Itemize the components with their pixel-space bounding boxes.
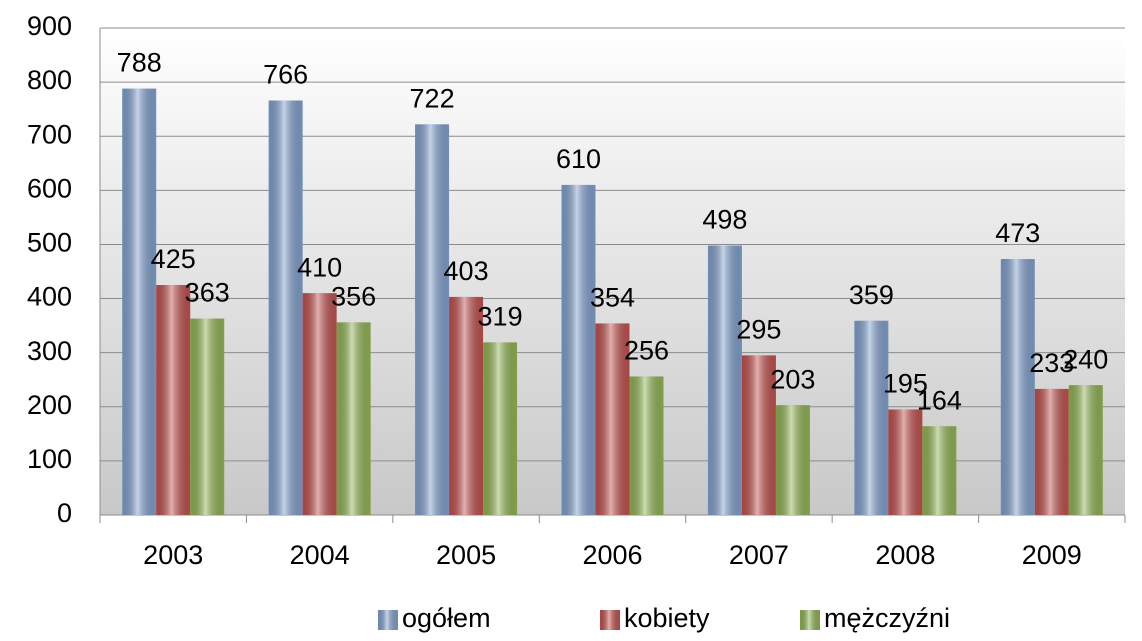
data-label: 473 [995, 218, 1040, 248]
y-tick-label: 200 [27, 390, 72, 420]
legend-swatch-shine [800, 610, 820, 630]
bar-shine [775, 405, 810, 515]
bar-shine [302, 293, 337, 515]
legend-label: kobiety [624, 603, 710, 633]
data-label: 203 [770, 364, 815, 394]
data-label: 788 [117, 48, 162, 78]
bar-shine [449, 296, 484, 515]
legend-swatch-shine [600, 610, 620, 630]
data-label: 164 [917, 385, 962, 415]
bar-shine [922, 426, 957, 515]
x-tick-label: 2004 [290, 540, 350, 570]
x-tick-label: 2003 [143, 540, 203, 570]
legend-label: ogółem [402, 603, 491, 633]
data-label: 256 [624, 336, 669, 366]
bar-shine [268, 100, 303, 516]
bar-shine [415, 124, 450, 515]
data-label: 425 [151, 244, 196, 274]
x-tick-label: 2007 [729, 540, 789, 570]
y-tick-label: 700 [27, 119, 72, 149]
legend-swatch-shine [378, 610, 398, 630]
data-label: 356 [331, 281, 376, 311]
data-label: 766 [263, 60, 308, 90]
x-tick-label: 2006 [582, 540, 642, 570]
data-label: 610 [556, 144, 601, 174]
y-tick-label: 100 [27, 444, 72, 474]
bar-shine [122, 88, 157, 516]
data-label: 354 [590, 283, 635, 313]
data-label: 403 [444, 256, 489, 286]
bar-shine [1000, 259, 1035, 515]
bar-shine [854, 320, 889, 515]
data-label: 410 [297, 252, 342, 282]
bar-shine [741, 355, 776, 515]
data-label: 498 [702, 205, 747, 235]
bar-shine [1034, 388, 1069, 515]
bar-shine [629, 376, 664, 515]
bar-shine [190, 318, 225, 515]
data-label: 233 [1029, 348, 1074, 378]
data-label: 295 [736, 314, 781, 344]
bar-shine [483, 342, 518, 515]
bar-shine [707, 245, 742, 515]
bar-shine [336, 322, 371, 515]
bar-shine [1068, 385, 1103, 515]
data-label: 359 [849, 280, 894, 310]
data-label: 363 [185, 278, 230, 308]
data-label: 240 [1063, 344, 1108, 374]
y-tick-label: 400 [27, 282, 72, 312]
bar-shine [561, 184, 596, 515]
bar-shine [595, 323, 630, 515]
legend-label: mężczyźni [824, 603, 950, 633]
y-tick-label: 0 [57, 498, 72, 528]
x-tick-label: 2005 [436, 540, 496, 570]
x-tick-label: 2009 [1022, 540, 1082, 570]
y-tick-label: 900 [27, 11, 72, 41]
bar-shine [888, 409, 923, 515]
bar-shine [156, 285, 191, 515]
data-label: 722 [410, 83, 455, 113]
y-tick-label: 800 [27, 65, 72, 95]
y-tick-label: 300 [27, 336, 72, 366]
x-tick-label: 2008 [875, 540, 935, 570]
y-tick-label: 500 [27, 228, 72, 258]
y-tick-label: 600 [27, 173, 72, 203]
data-label: 195 [883, 369, 928, 399]
data-label: 319 [478, 302, 523, 332]
